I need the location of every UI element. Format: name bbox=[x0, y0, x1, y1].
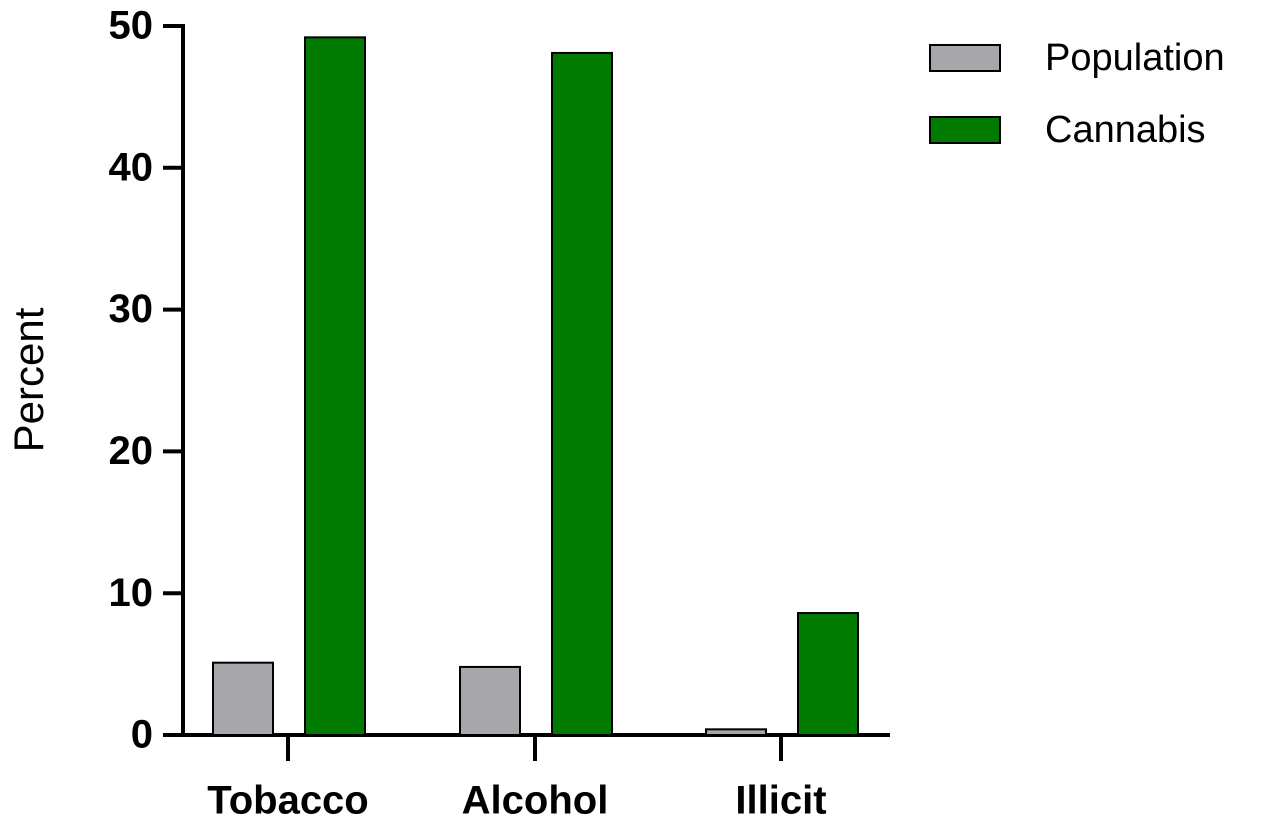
legend-swatch bbox=[929, 116, 1001, 144]
x-tick-label: Alcohol bbox=[462, 779, 609, 823]
bar bbox=[212, 661, 274, 737]
bar bbox=[797, 612, 859, 736]
y-tick-label: 10 bbox=[109, 571, 154, 615]
legend-swatch bbox=[929, 44, 1001, 72]
y-tick-label: 30 bbox=[109, 287, 154, 331]
bar bbox=[304, 36, 366, 737]
y-tick-label: 40 bbox=[109, 145, 154, 189]
bar bbox=[551, 51, 613, 736]
y-tick-label: 50 bbox=[109, 4, 154, 48]
y-tick-label: 20 bbox=[109, 429, 154, 473]
legend-label: Cannabis bbox=[1045, 109, 1206, 151]
x-tick-label: Tobacco bbox=[207, 779, 369, 823]
legend-label: Population bbox=[1045, 37, 1225, 79]
bar bbox=[459, 665, 521, 736]
y-tick-label: 0 bbox=[131, 713, 153, 757]
y-axis-label: Percent bbox=[5, 307, 52, 452]
x-tick-label: Illicit bbox=[735, 779, 826, 823]
bar bbox=[705, 728, 767, 737]
